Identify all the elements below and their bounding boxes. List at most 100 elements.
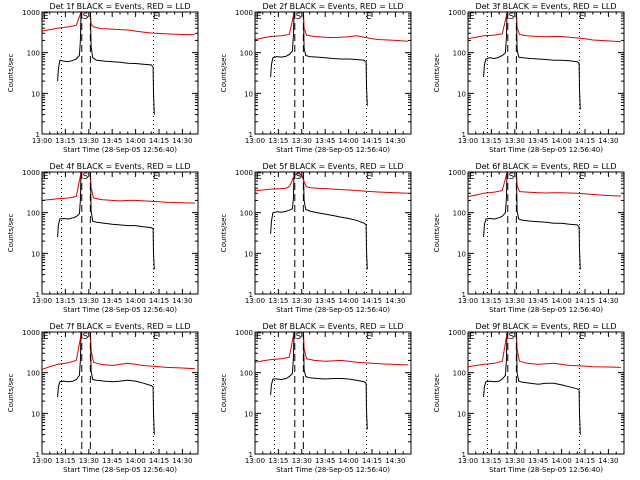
marker-label-S: S	[83, 172, 89, 182]
y-tick-label: 10	[244, 250, 253, 258]
y-tick-label: 1	[36, 291, 40, 299]
y-tick-label: 1	[36, 451, 40, 459]
x-tick-label: 13:15	[481, 137, 501, 145]
y-tick-label: 10	[244, 90, 253, 98]
series-events-line	[483, 171, 581, 270]
x-tick-label: 13:30	[292, 137, 312, 145]
marker-label-S: S	[296, 332, 302, 342]
y-tick-label: 100	[240, 370, 253, 378]
y-tick-label: 1	[462, 291, 466, 299]
x-tick-label: 13:45	[528, 137, 548, 145]
x-tick-label: 13:45	[102, 457, 122, 465]
x-tick-label: 14:15	[362, 297, 382, 305]
series-lld-line	[41, 11, 195, 36]
x-tick-label: 13:45	[102, 137, 122, 145]
plot-frame	[254, 331, 412, 455]
y-tick-label: 10	[31, 410, 40, 418]
y-axis-label: Counts/sec	[433, 214, 441, 253]
x-tick-label: 14:15	[575, 137, 595, 145]
series-lld-line	[467, 171, 621, 197]
y-tick-label: 100	[453, 370, 466, 378]
x-tick-label: 13:15	[268, 137, 288, 145]
x-tick-label: 13:30	[505, 457, 525, 465]
series-events-line	[57, 11, 155, 115]
y-tick-label: 100	[453, 50, 466, 58]
marker-label-E: E	[579, 172, 585, 182]
y-tick-label: 1000	[235, 329, 253, 337]
x-tick-label: 13:30	[292, 457, 312, 465]
y-tick-label: 10	[31, 90, 40, 98]
x-tick-label: 13:45	[102, 297, 122, 305]
x-tick-label: 13:45	[315, 137, 335, 145]
y-axis-label: Counts/sec	[220, 54, 228, 93]
series-lld-line	[41, 171, 195, 204]
x-tick-label: 13:15	[268, 457, 288, 465]
x-tick-label: 14:00	[339, 137, 359, 145]
marker-label-E: E	[256, 332, 262, 342]
marker-label-S: S	[83, 332, 89, 342]
y-axis-label: Counts/sec	[7, 374, 15, 413]
y-axis-label: Counts/sec	[7, 54, 15, 93]
y-tick-label: 100	[240, 50, 253, 58]
panel-title: Det 3f BLACK = Events, RED = LLD	[475, 2, 616, 11]
y-tick-label: 1000	[448, 169, 466, 177]
y-tick-label: 100	[27, 370, 40, 378]
x-tick-label: 14:00	[552, 457, 572, 465]
panel-title: Det 1f BLACK = Events, RED = LLD	[49, 2, 190, 11]
x-tick-label: 13:00	[245, 297, 265, 305]
y-tick-label: 1000	[448, 329, 466, 337]
marker-label-E: E	[469, 172, 475, 182]
series-events-line	[270, 171, 368, 270]
x-tick-label: 14:00	[552, 297, 572, 305]
x-tick-label: 13:15	[268, 297, 288, 305]
x-tick-label: 13:15	[55, 137, 75, 145]
x-axis-label: Start Time (28-Sep-05 12:56:40)	[276, 466, 390, 474]
x-tick-label: 13:30	[79, 457, 99, 465]
x-axis-label: Start Time (28-Sep-05 12:56:40)	[276, 306, 390, 314]
panel-title: Det 4f BLACK = Events, RED = LLD	[49, 162, 190, 171]
marker-label-E: E	[153, 172, 159, 182]
x-tick-label: 14:00	[126, 137, 146, 145]
x-tick-label: 14:00	[126, 297, 146, 305]
y-axis-label: Counts/sec	[220, 374, 228, 413]
x-tick-label: 13:00	[458, 297, 478, 305]
marker-label-E: E	[366, 172, 372, 182]
series-events-line	[57, 331, 155, 435]
y-tick-label: 1	[249, 291, 253, 299]
series-lld-line	[467, 11, 621, 43]
marker-label-S: S	[296, 172, 302, 182]
y-tick-label: 10	[31, 250, 40, 258]
marker-label-S: S	[83, 12, 89, 22]
y-tick-label: 1000	[22, 329, 40, 337]
x-tick-label: 14:15	[362, 457, 382, 465]
panel-title: Det 7f BLACK = Events, RED = LLD	[49, 322, 190, 331]
plot-frame	[254, 171, 412, 295]
y-tick-label: 10	[457, 250, 466, 258]
x-tick-label: 14:30	[172, 297, 192, 305]
x-tick-label: 14:30	[598, 137, 618, 145]
y-tick-label: 1	[249, 131, 253, 139]
plot-frame	[41, 331, 199, 455]
x-axis-label: Start Time (28-Sep-05 12:56:40)	[489, 466, 603, 474]
series-events-line	[270, 331, 368, 430]
marker-label-E: E	[469, 12, 475, 22]
x-tick-label: 14:00	[339, 297, 359, 305]
series-events-line	[483, 11, 581, 110]
x-tick-label: 13:15	[481, 297, 501, 305]
x-tick-label: 13:30	[79, 137, 99, 145]
marker-label-E: E	[153, 332, 159, 342]
y-tick-label: 1000	[448, 9, 466, 17]
y-tick-label: 100	[453, 210, 466, 218]
x-tick-label: 13:00	[245, 137, 265, 145]
x-tick-label: 14:15	[362, 137, 382, 145]
x-tick-label: 13:00	[32, 457, 52, 465]
y-tick-label: 10	[457, 410, 466, 418]
marker-label-S: S	[509, 12, 515, 22]
